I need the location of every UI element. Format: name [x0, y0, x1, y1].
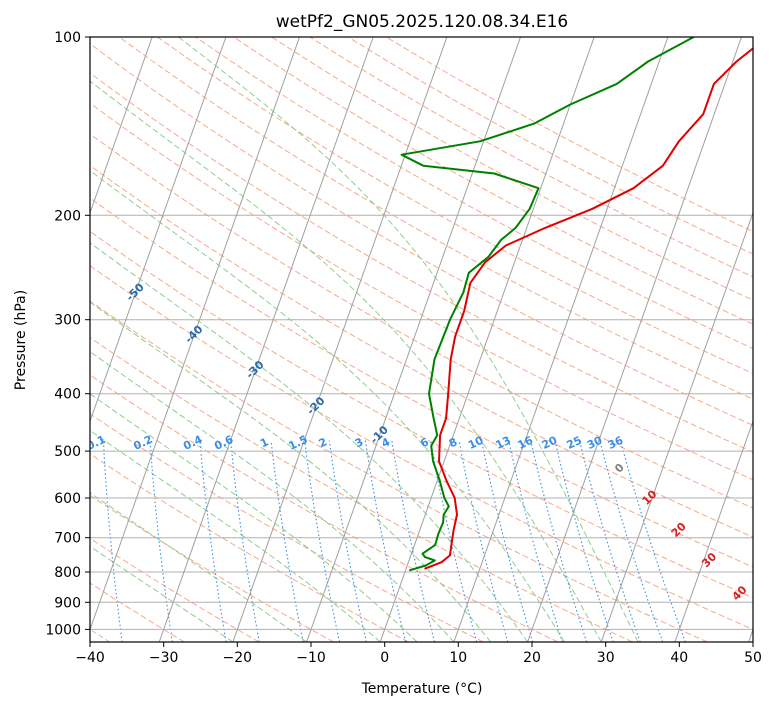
mixing-ratio-line [149, 440, 173, 642]
mixing-ratio-line [230, 440, 260, 642]
plot-area: 0.10.20.40.611.52346810131620253036-100-… [90, 37, 753, 642]
mixing-ratio-line [199, 440, 227, 642]
x-tick-label: 50 [744, 650, 762, 666]
y-tick-label: 600 [54, 491, 81, 507]
moist-adiabat [90, 393, 418, 642]
x-tick-label: 10 [449, 650, 467, 666]
dry-adiabat [90, 230, 753, 599]
isotherm-line [232, 37, 448, 642]
dry-adiabat [90, 72, 753, 453]
moist-adiabat [90, 545, 234, 642]
isotherm-line [674, 419, 753, 642]
mixing-ratio-line [530, 440, 588, 642]
y-tick-label: 200 [54, 208, 81, 224]
isotherm-line [453, 37, 669, 642]
x-tick-label: −10 [296, 650, 326, 666]
x-tick-label: 30 [597, 650, 615, 666]
mixing-ratio-label: 36 [606, 434, 626, 452]
mixing-ratio-line [270, 440, 304, 642]
dry-adiabat [90, 537, 260, 642]
moist-adiabat [90, 429, 381, 642]
y-tick-label: 1000 [45, 622, 81, 638]
y-tick-label: 100 [54, 30, 81, 46]
dry-adiabat [90, 413, 484, 642]
pressure-gridlines [90, 37, 753, 630]
isotherm-line [90, 37, 227, 423]
isotherms [90, 37, 753, 642]
mixing-ratio-label: 16 [516, 434, 536, 452]
mixing-ratio-label: 13 [494, 434, 513, 452]
mixing-ratio-line [304, 440, 341, 642]
moist-adiabat [90, 170, 565, 642]
x-tick-label: −40 [75, 650, 105, 666]
mixing-ratio-line [391, 440, 436, 642]
sounding-profiles [400, 37, 753, 572]
temperature-line [424, 47, 753, 570]
mixing-ratio-line [458, 440, 509, 642]
mixing-ratio-lines [102, 440, 687, 642]
mixing-ratio-line [430, 440, 478, 642]
x-tick-label: 40 [670, 650, 688, 666]
dry-adiabat [90, 197, 753, 568]
mixing-ratio-line [481, 440, 534, 642]
x-tick-label: 20 [523, 650, 541, 666]
dry-adiabat [90, 164, 753, 538]
moist-adiabats [90, 37, 639, 642]
isotherm-line [379, 37, 595, 642]
y-tick-label: 700 [54, 531, 81, 547]
dry-adiabat [118, 37, 753, 400]
isotherm-line [90, 37, 153, 215]
mixing-ratio-label: 30 [585, 434, 605, 452]
mixing-ratio-line [508, 440, 563, 642]
isotherm-line [600, 211, 753, 642]
dry-adiabat [233, 37, 753, 325]
y-tick-label: 400 [54, 387, 81, 403]
plot-frame [89, 36, 754, 643]
mixing-ratio-line [328, 440, 367, 642]
y-tick-label: 900 [54, 595, 81, 611]
x-tick-label: 0 [380, 650, 389, 666]
y-tick-label: 500 [54, 444, 81, 460]
moist-adiabat [90, 242, 528, 642]
isotherm-line [158, 37, 374, 642]
moist-adiabat [90, 301, 492, 642]
x-tick-label: −20 [223, 650, 253, 666]
y-tick-label: 800 [54, 565, 81, 581]
dry-adiabat [90, 494, 335, 642]
dry-adiabat [90, 300, 708, 642]
isotherm-line [90, 37, 300, 632]
moist-adiabat [178, 37, 639, 642]
y-axis-ticks: 100 200 300 400 500 600 700 800 900 1000 [45, 30, 90, 638]
dry-adiabat [90, 265, 753, 630]
moist-adiabat [90, 80, 602, 642]
isotherm-line [527, 37, 742, 642]
dry-adiabat [90, 374, 559, 642]
mixing-ratio-label: 10 [466, 434, 486, 452]
mixing-ratio-line [364, 440, 407, 642]
mixing-ratio-label: 20 [540, 434, 560, 452]
dry-adiabat [195, 37, 753, 350]
isotherm-line [306, 37, 521, 642]
mixing-ratio-label: 25 [565, 434, 584, 452]
mixing-ratio-line [102, 440, 123, 642]
dewpoint-line [400, 37, 695, 572]
x-tick-label: −30 [149, 650, 179, 666]
dry-adiabat [157, 37, 753, 375]
x-axis-label: Temperature (°C) [361, 681, 483, 697]
x-axis-ticks: −40 −30 −20 −10 0 10 20 30 40 50 [75, 642, 762, 666]
moist-adiabat [90, 351, 455, 642]
chart-title: wetPf2_GN05.2025.120.08.34.E16 [276, 12, 568, 32]
dry-adiabats [90, 37, 753, 642]
dry-adiabat [90, 133, 753, 509]
y-tick-label: 300 [54, 313, 81, 329]
y-axis-label: Pressure (hPa) [13, 290, 29, 390]
